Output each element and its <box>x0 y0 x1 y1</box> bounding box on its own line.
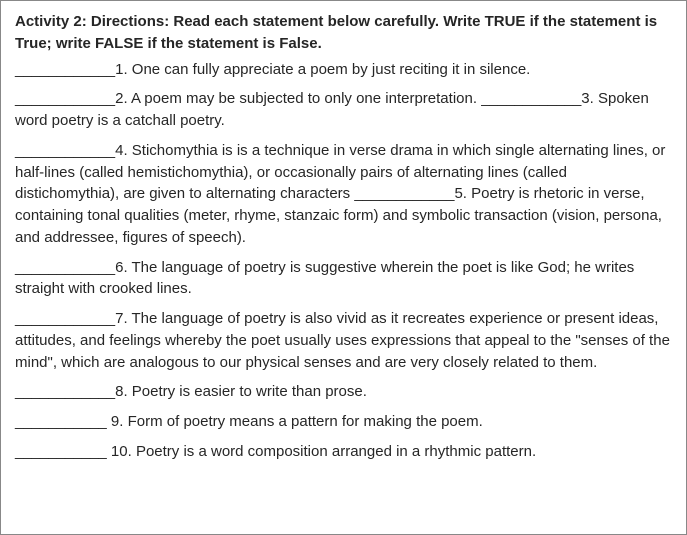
question-10: ___________ 10. Poetry is a word composi… <box>15 441 672 463</box>
question-8-text: 8. Poetry is easier to write than prose. <box>115 383 367 400</box>
answer-blank-8[interactable]: ____________ <box>15 383 115 400</box>
question-8: ____________8. Poetry is easier to write… <box>15 381 672 403</box>
question-2-text: 2. A poem may be subjected to only one i… <box>115 90 481 107</box>
activity-directions: Activity 2: Directions: Read each statem… <box>15 11 672 55</box>
question-2-3: ____________2. A poem may be subjected t… <box>15 88 672 132</box>
answer-blank-7[interactable]: ____________ <box>15 310 115 327</box>
question-4-5: ____________4. Stichomythia is is a tech… <box>15 140 672 249</box>
answer-blank-9[interactable]: ___________ <box>15 413 107 430</box>
answer-blank-3[interactable]: ____________ <box>481 90 581 107</box>
question-7: ____________7. The language of poetry is… <box>15 308 672 373</box>
question-9: ___________ 9. Form of poetry means a pa… <box>15 411 672 433</box>
answer-blank-1[interactable]: ____________ <box>15 61 115 78</box>
question-1: ____________1. One can fully appreciate … <box>15 59 672 81</box>
question-10-text: 10. Poetry is a word composition arrange… <box>107 443 536 460</box>
answer-blank-10[interactable]: ___________ <box>15 443 107 460</box>
answer-blank-4[interactable]: ____________ <box>15 142 115 159</box>
answer-blank-6[interactable]: ____________ <box>15 259 115 276</box>
answer-blank-2[interactable]: ____________ <box>15 90 115 107</box>
answer-blank-5[interactable]: ____________ <box>354 185 454 202</box>
question-9-text: 9. Form of poetry means a pattern for ma… <box>107 413 483 430</box>
question-1-text: 1. One can fully appreciate a poem by ju… <box>115 61 530 78</box>
question-6: ____________6. The language of poetry is… <box>15 257 672 301</box>
